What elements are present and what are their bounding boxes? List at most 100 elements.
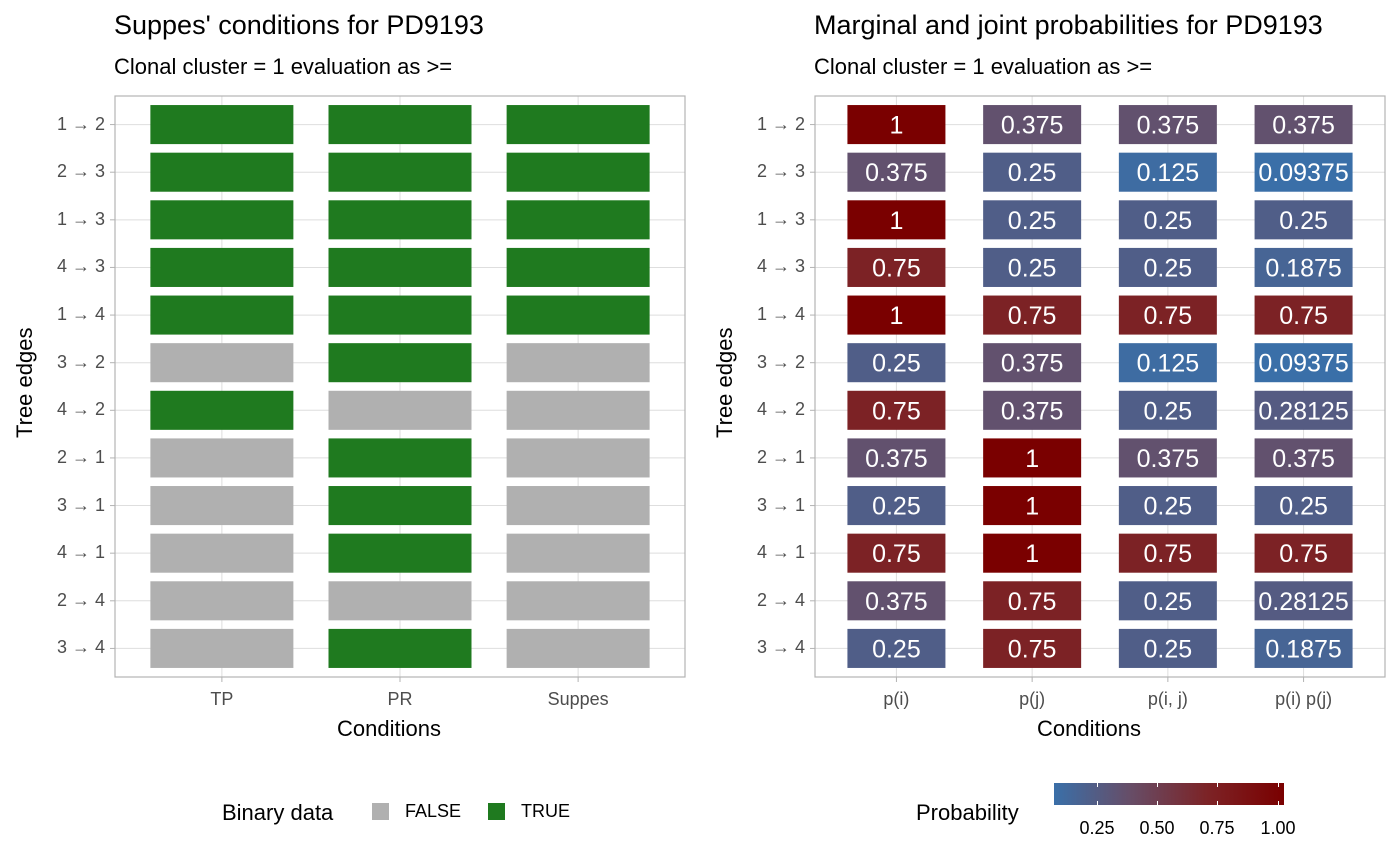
- heatmap-cell: [506, 152, 650, 192]
- heatmap-cell: [328, 390, 472, 430]
- heatmap-cell: [983, 152, 1082, 192]
- y-tick-label: 2 → 4: [56, 589, 105, 610]
- cell-value-label: 0.75: [1008, 635, 1057, 663]
- heatmap-cell: [1118, 343, 1217, 383]
- cell-value-label: 0.25: [1008, 207, 1057, 235]
- cell-value-label: 0.125: [1137, 159, 1200, 187]
- heatmap-cell: [847, 247, 946, 287]
- cell-value-label: 0.375: [865, 445, 928, 473]
- colorbar-label: 0.75: [1199, 818, 1235, 838]
- cell-value-label: 0.75: [1144, 302, 1193, 330]
- colorbar-tick: [1097, 783, 1098, 787]
- y-tick-label: 2 → 3: [56, 161, 105, 182]
- cell-value-label: 0.375: [1272, 445, 1335, 473]
- heatmap-cell: [328, 438, 472, 478]
- heatmap-cell: [1254, 581, 1353, 621]
- y-tick-label: 4 → 2: [56, 399, 105, 420]
- left-chart-subtitle: Clonal cluster = 1 evaluation as >=: [114, 54, 453, 79]
- heatmap-cell: [506, 105, 650, 145]
- legend-key-false: [372, 803, 389, 820]
- colorbar-tick: [1157, 783, 1158, 787]
- cell-value-label: 0.375: [1001, 350, 1064, 378]
- colorbar-label: 1.00: [1260, 818, 1296, 838]
- y-tick-label: 2 → 1: [756, 446, 805, 467]
- right-y-axis-title: Tree edges: [712, 327, 737, 438]
- cell-value-label: 0.375: [865, 159, 928, 187]
- heatmap-cell: [847, 533, 946, 573]
- heatmap-cell: [847, 390, 946, 430]
- heatmap-cell: [847, 343, 946, 383]
- heatmap-cell: [328, 152, 472, 192]
- right-chart-title: Marginal and joint probabilities for PD9…: [814, 10, 1323, 40]
- y-tick-label: 3 → 1: [756, 494, 805, 515]
- heatmap-cell: [983, 105, 1082, 145]
- legend-label-true: TRUE: [521, 801, 570, 821]
- cell-value-label: 0.75: [1008, 588, 1057, 616]
- heatmap-cell: [983, 486, 1082, 526]
- cell-value-label: 0.25: [1144, 397, 1193, 425]
- heatmap-cell: [150, 343, 294, 383]
- heatmap-cell: [150, 486, 294, 526]
- x-tick-label: PR: [387, 689, 413, 709]
- heatmap-cell: [328, 247, 472, 287]
- heatmap-cell: [328, 200, 472, 240]
- cell-value-label: 1: [1025, 540, 1039, 568]
- heatmap-cell: [1254, 390, 1353, 430]
- heatmap-cell: [847, 486, 946, 526]
- cell-value-label: 0.25: [872, 635, 921, 663]
- probability-legend-title: Probability: [916, 800, 1019, 825]
- cell-value-label: 0.75: [1279, 540, 1328, 568]
- heatmap-cell: [983, 533, 1082, 573]
- x-tick-label: TP: [210, 689, 234, 709]
- heatmap-cell: [983, 390, 1082, 430]
- y-tick-label: 4 → 3: [56, 256, 105, 277]
- heatmap-cell: [983, 628, 1082, 668]
- y-tick-label: 3 → 4: [56, 637, 105, 658]
- y-tick-label: 4 → 3: [756, 256, 805, 277]
- right-chart-subtitle: Clonal cluster = 1 evaluation as >=: [814, 54, 1153, 79]
- cell-value-label: 0.75: [872, 397, 921, 425]
- y-tick-label: 1 → 2: [56, 113, 105, 134]
- y-tick-label: 2 → 4: [756, 589, 805, 610]
- heatmap-cell: [328, 486, 472, 526]
- cell-value-label: 0.1875: [1265, 254, 1341, 282]
- heatmap-cell: [847, 581, 946, 621]
- cell-value-label: 1: [889, 302, 903, 330]
- heatmap-cell: [328, 295, 472, 335]
- cell-value-label: 0.25: [1279, 207, 1328, 235]
- cell-value-label: 1: [1025, 445, 1039, 473]
- y-tick-label: 3 → 4: [756, 637, 805, 658]
- heatmap-cell: [1254, 628, 1353, 668]
- heatmap-cell: [1118, 200, 1217, 240]
- cell-value-label: 0.25: [1144, 635, 1193, 663]
- x-tick-label: p(j): [1019, 689, 1046, 709]
- left-y-axis-title: Tree edges: [12, 327, 37, 438]
- heatmap-cell: [983, 581, 1082, 621]
- y-tick-label: 3 → 2: [56, 351, 105, 372]
- heatmap-cell: [1254, 105, 1353, 145]
- heatmap-cell: [150, 152, 294, 192]
- x-tick-label: p(i, j): [1147, 689, 1188, 709]
- heatmap-cell: [150, 438, 294, 478]
- heatmap-cell: [1118, 105, 1217, 145]
- y-tick-label: 4 → 2: [756, 399, 805, 420]
- cell-value-label: 0.375: [1137, 112, 1200, 140]
- cell-value-label: 0.375: [865, 588, 928, 616]
- heatmap-cell: [328, 628, 472, 668]
- heatmap-cell: [150, 581, 294, 621]
- heatmap-cell: [328, 581, 472, 621]
- cell-value-label: 1: [889, 112, 903, 140]
- y-tick-label: 3 → 1: [56, 494, 105, 515]
- heatmap-cell: [847, 105, 946, 145]
- cell-value-label: 0.375: [1001, 397, 1064, 425]
- colorbar-tick: [1157, 801, 1158, 805]
- y-tick-label: 1 → 3: [756, 208, 805, 229]
- heatmap-cell: [1254, 343, 1353, 383]
- cell-value-label: 0.25: [1279, 493, 1328, 521]
- heatmap-cell: [1118, 486, 1217, 526]
- cell-value-label: 0.375: [1001, 112, 1064, 140]
- cell-value-label: 0.75: [872, 254, 921, 282]
- y-tick-label: 2 → 1: [56, 446, 105, 467]
- left-chart-title: Suppes' conditions for PD9193: [114, 10, 484, 40]
